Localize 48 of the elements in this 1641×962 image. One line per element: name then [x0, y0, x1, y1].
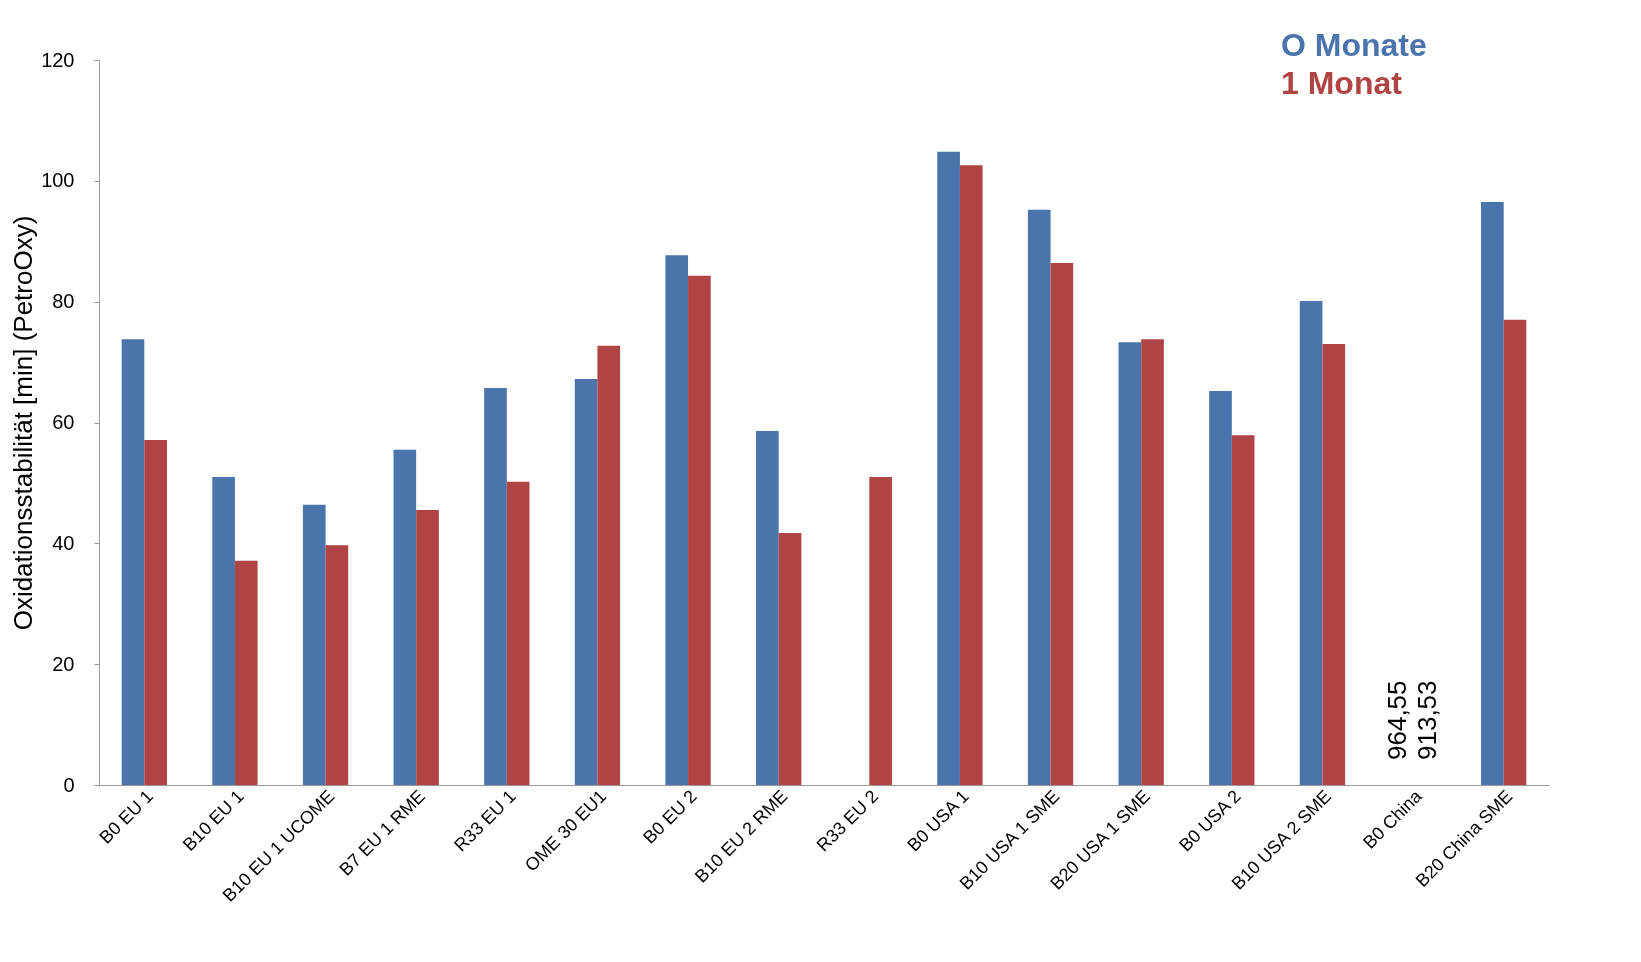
- annotation: 964,55: [1382, 680, 1413, 760]
- x-tick-label: B10 EU 1: [179, 786, 248, 855]
- bar: [756, 430, 779, 785]
- bar: [1118, 342, 1142, 785]
- bar: [1299, 301, 1323, 785]
- bar: [325, 545, 349, 785]
- bar: [1050, 263, 1074, 785]
- bar: [1503, 319, 1527, 785]
- x-tick-label: B0 EU 1: [95, 786, 158, 848]
- y-tick-label: 100: [41, 169, 75, 192]
- bar: [1141, 339, 1164, 785]
- bar: [506, 481, 530, 785]
- x-tick-label: R33 EU 2: [812, 786, 883, 856]
- bar: [234, 560, 258, 785]
- text: O Monate: [1281, 27, 1427, 63]
- bar: [1322, 343, 1346, 785]
- bar: [597, 345, 621, 785]
- bar: [144, 440, 167, 785]
- y-tick-label: 40: [52, 531, 75, 554]
- bar: [574, 379, 598, 785]
- annotation: 913,53: [1412, 680, 1443, 760]
- x-tick-label: B0 USA 2: [1175, 786, 1245, 856]
- x-tick-label: R33 EU 1: [450, 786, 520, 856]
- y-tick-label: 20: [52, 652, 75, 675]
- bar: [1027, 209, 1051, 785]
- x-tick-label: B0 USA 1: [903, 786, 973, 856]
- bar: [121, 339, 145, 785]
- bar: [1231, 435, 1255, 785]
- bar: [393, 449, 417, 785]
- bar: [665, 255, 689, 785]
- y-tick-label: 80: [52, 290, 75, 313]
- bar: [688, 275, 711, 785]
- bar: [778, 533, 802, 785]
- y-tick-label: 0: [63, 773, 75, 796]
- bar: [302, 504, 326, 785]
- bar: [1481, 201, 1504, 785]
- bar: [869, 476, 892, 785]
- y-tick-label: 60: [52, 411, 75, 433]
- bar: [959, 165, 983, 785]
- x-tick-label: B0 EU 2: [639, 786, 701, 848]
- y-tick-label: 120: [41, 48, 75, 71]
- text: 1 Monat: [1281, 65, 1403, 101]
- bar: [1209, 391, 1232, 785]
- y-axis-title: Oxidationsstabilität [min] (PetroOxy): [8, 215, 39, 631]
- bar: [416, 510, 439, 785]
- bar: [212, 476, 235, 785]
- bar: [937, 151, 960, 785]
- bar: [484, 388, 507, 785]
